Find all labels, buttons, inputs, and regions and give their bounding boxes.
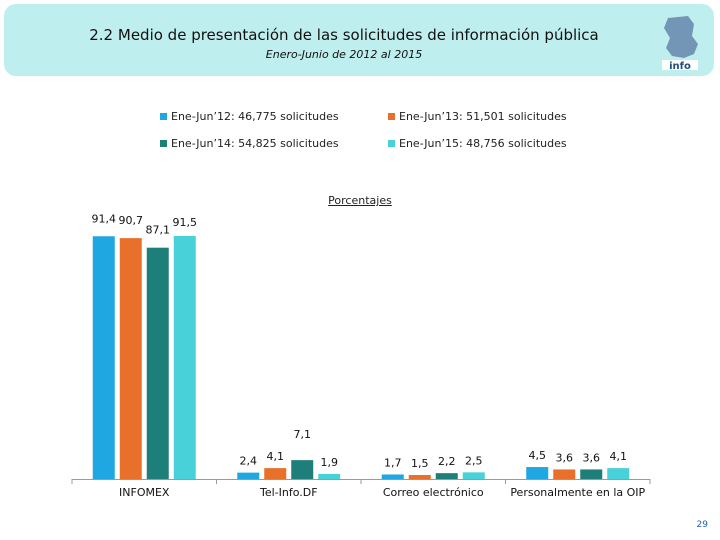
- data-label: 1,7: [384, 456, 402, 469]
- data-label: 2,5: [465, 454, 483, 467]
- bar: [291, 460, 314, 479]
- bar: [553, 469, 576, 479]
- category-label: Correo electrónico: [383, 486, 484, 499]
- data-label: 4,1: [610, 450, 628, 463]
- legend-item-2014: Ene-Jun’14: 54,825 solicitudes: [160, 137, 339, 150]
- data-label: 2,4: [240, 455, 258, 468]
- bar: [607, 468, 630, 479]
- data-label: 91,4: [92, 212, 117, 225]
- bar: [173, 236, 196, 479]
- bar: [146, 247, 169, 479]
- data-label: 3,6: [583, 451, 601, 464]
- bar: [408, 475, 431, 479]
- legend-swatch-2013: [388, 113, 395, 120]
- data-label: 87,1: [146, 224, 171, 237]
- bar: [318, 473, 341, 479]
- data-label: 4,5: [529, 449, 547, 462]
- data-label: 2,2: [438, 455, 456, 468]
- legend-item-2012: Ene-Jun’12: 46,775 solicitudes: [160, 110, 339, 123]
- bar: [264, 468, 287, 479]
- legend-item-2015: Ene-Jun’15: 48,756 solicitudes: [388, 137, 567, 150]
- data-label: 1,5: [411, 457, 429, 470]
- legend-label-2013: Ene-Jun’13: 51,501 solicitudes: [399, 110, 567, 123]
- bar: [580, 469, 603, 479]
- legend-swatch-2012: [160, 113, 167, 120]
- legend-item-2013: Ene-Jun’13: 51,501 solicitudes: [388, 110, 567, 123]
- chart-title: Porcentajes: [328, 194, 392, 207]
- data-label: 91,5: [173, 216, 198, 229]
- data-label: 3,6: [556, 451, 574, 464]
- legend-label-2014: Ene-Jun’14: 54,825 solicitudes: [171, 137, 339, 150]
- data-label: 4,1: [267, 450, 285, 463]
- infodf-logo-icon: info: [662, 16, 698, 72]
- bar: [462, 472, 485, 479]
- bar: [435, 473, 458, 479]
- page-title: 2.2 Medio de presentación de las solicit…: [89, 26, 599, 44]
- category-label: Personalmente en la OIP: [510, 486, 645, 499]
- bar: [237, 472, 260, 479]
- page-subtitle: Enero-Junio de 2012 al 2015: [265, 48, 423, 61]
- data-label: 90,7: [119, 214, 144, 227]
- data-label: 7,1: [294, 428, 312, 441]
- svg-text:info: info: [669, 61, 691, 72]
- legend-label-2015: Ene-Jun’15: 48,756 solicitudes: [399, 137, 567, 150]
- bar: [526, 467, 549, 479]
- bar: [119, 238, 142, 479]
- category-label: Tel-Info.DF: [259, 486, 318, 499]
- data-label: 1,9: [321, 456, 339, 469]
- category-label: INFOMEX: [119, 486, 170, 499]
- page-number: 29: [696, 520, 708, 530]
- bar: [381, 474, 404, 479]
- legend-swatch-2014: [160, 140, 167, 147]
- legend-label-2012: Ene-Jun’12: 46,775 solicitudes: [171, 110, 339, 123]
- bar: [92, 236, 115, 479]
- legend-swatch-2015: [388, 140, 395, 147]
- header-banner: 2.2 Medio de presentación de las solicit…: [4, 4, 714, 76]
